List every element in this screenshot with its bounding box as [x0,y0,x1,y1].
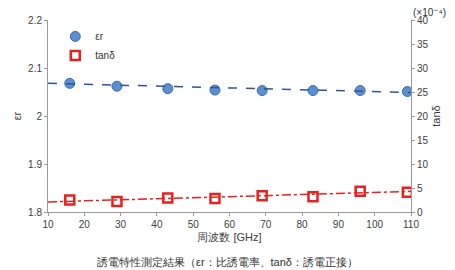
svg-text:20: 20 [79,219,91,230]
svg-text:1.8: 1.8 [28,207,42,218]
svg-text:5: 5 [417,183,423,194]
svg-text:110: 110 [403,219,419,230]
svg-text:35: 35 [417,39,429,50]
svg-text:80: 80 [297,219,309,230]
svg-text:15: 15 [417,135,429,146]
svg-text:20: 20 [417,111,429,122]
svg-text:2: 2 [36,111,42,122]
svg-text:2.1: 2.1 [28,63,42,74]
svg-text:2.2: 2.2 [28,15,42,26]
svg-text:εr: εr [95,31,103,42]
svg-text:10: 10 [42,219,54,230]
svg-text:30: 30 [417,63,429,74]
svg-text:εr: εr [11,111,23,120]
svg-text:100: 100 [366,219,383,230]
svg-text:90: 90 [333,219,345,230]
svg-text:70: 70 [260,219,272,230]
svg-text:25: 25 [417,87,429,98]
svg-text:周波数 [GHz]: 周波数 [GHz] [197,231,261,243]
svg-text:0: 0 [417,207,423,218]
svg-text:1.9: 1.9 [28,159,42,170]
svg-text:50: 50 [188,219,200,230]
svg-text:40: 40 [151,219,163,230]
svg-text:誘電特性測定結果（εr：比誘電率、tanδ：誘電正接）: 誘電特性測定結果（εr：比誘電率、tanδ：誘電正接） [97,256,358,268]
svg-text:60: 60 [224,219,236,230]
svg-text:(×10⁻⁴): (×10⁻⁴) [413,7,446,18]
svg-text:tanδ: tanδ [95,50,115,61]
svg-text:30: 30 [115,219,127,230]
svg-text:10: 10 [417,159,429,170]
svg-text:40: 40 [417,15,429,26]
svg-text:tanδ: tanδ [430,105,442,126]
